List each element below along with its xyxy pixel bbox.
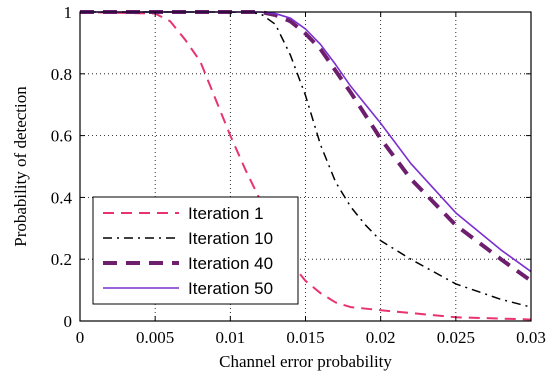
y-tick-label: 0.2 xyxy=(51,250,72,269)
y-tick-label: 0.8 xyxy=(51,65,72,84)
x-axis-label: Channel error probability xyxy=(219,352,392,371)
legend: Iteration 1 Iteration 10 Iteration 40 Itera… xyxy=(92,196,299,305)
legend-label-3: Iteration 40 xyxy=(188,254,273,273)
legend-label-2: Iteration 10 xyxy=(188,229,273,248)
y-tick-label: 0.6 xyxy=(51,127,72,146)
y-tick-label: 0 xyxy=(64,312,73,331)
legend-box xyxy=(92,196,299,305)
y-tick-label: 1 xyxy=(64,3,73,22)
y-axis-label: Probability of detection xyxy=(11,86,30,247)
x-tick-label: 0.01 xyxy=(215,328,245,347)
legend-label-4: Iteration 50 xyxy=(188,279,273,298)
x-tick-label: 0.025 xyxy=(437,328,475,347)
x-tick-label: 0 xyxy=(76,328,85,347)
x-tick-label: 0.005 xyxy=(136,328,174,347)
series-line-3 xyxy=(80,10,533,283)
x-tick-label: 0.015 xyxy=(286,328,324,347)
x-tick-label: 0.02 xyxy=(366,328,396,347)
y-tick-label: 0.4 xyxy=(51,188,73,207)
legend-label-1: Iteration 1 xyxy=(188,204,264,223)
x-tick-label: 0.03 xyxy=(516,328,546,347)
axis-ticks: 0 0.005 0.01 0.015 0.02 0.025 0.03 0 0.2 0.4 0.6 0.… xyxy=(51,3,546,347)
